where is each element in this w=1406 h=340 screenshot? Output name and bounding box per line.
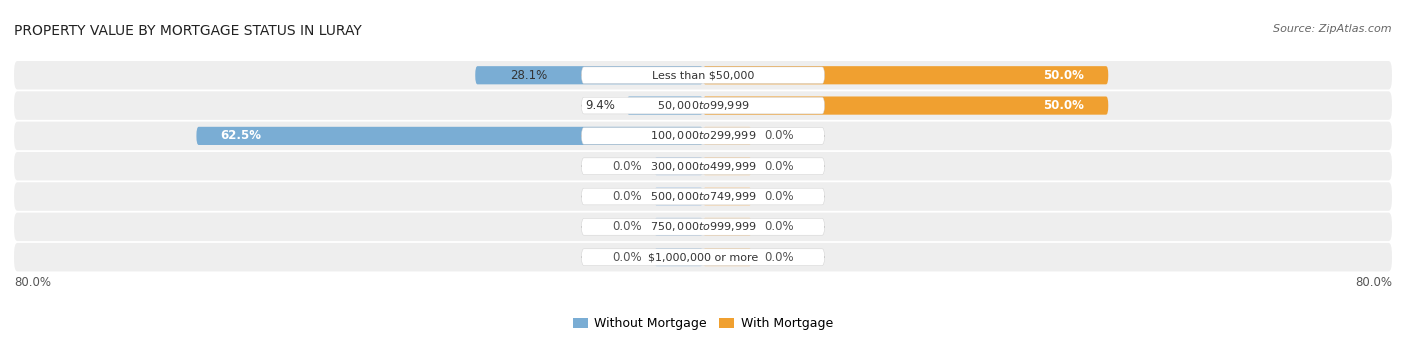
- Text: $500,000 to $749,999: $500,000 to $749,999: [650, 190, 756, 203]
- FancyBboxPatch shape: [627, 97, 703, 115]
- FancyBboxPatch shape: [654, 248, 703, 266]
- FancyBboxPatch shape: [197, 127, 703, 145]
- FancyBboxPatch shape: [654, 218, 703, 236]
- Text: 0.0%: 0.0%: [613, 251, 643, 264]
- FancyBboxPatch shape: [703, 248, 752, 266]
- Text: $100,000 to $299,999: $100,000 to $299,999: [650, 130, 756, 142]
- FancyBboxPatch shape: [14, 182, 1392, 211]
- Text: 80.0%: 80.0%: [14, 275, 51, 289]
- FancyBboxPatch shape: [14, 61, 1392, 89]
- Text: 0.0%: 0.0%: [613, 160, 643, 173]
- Text: 0.0%: 0.0%: [763, 130, 793, 142]
- Text: PROPERTY VALUE BY MORTGAGE STATUS IN LURAY: PROPERTY VALUE BY MORTGAGE STATUS IN LUR…: [14, 24, 361, 38]
- Text: 0.0%: 0.0%: [763, 190, 793, 203]
- FancyBboxPatch shape: [475, 66, 703, 84]
- FancyBboxPatch shape: [582, 67, 824, 84]
- FancyBboxPatch shape: [703, 127, 752, 145]
- Text: 0.0%: 0.0%: [763, 160, 793, 173]
- Text: $1,000,000 or more: $1,000,000 or more: [648, 252, 758, 262]
- FancyBboxPatch shape: [703, 157, 752, 175]
- Text: Source: ZipAtlas.com: Source: ZipAtlas.com: [1274, 24, 1392, 34]
- Text: 9.4%: 9.4%: [585, 99, 614, 112]
- Text: 62.5%: 62.5%: [221, 130, 262, 142]
- Text: 0.0%: 0.0%: [613, 190, 643, 203]
- Text: $300,000 to $499,999: $300,000 to $499,999: [650, 160, 756, 173]
- FancyBboxPatch shape: [582, 219, 824, 235]
- FancyBboxPatch shape: [654, 157, 703, 175]
- FancyBboxPatch shape: [14, 91, 1392, 120]
- FancyBboxPatch shape: [703, 66, 1108, 84]
- Legend: Without Mortgage, With Mortgage: Without Mortgage, With Mortgage: [568, 312, 838, 335]
- FancyBboxPatch shape: [14, 152, 1392, 181]
- Text: 50.0%: 50.0%: [1043, 69, 1084, 82]
- Text: 0.0%: 0.0%: [613, 220, 643, 233]
- Text: 80.0%: 80.0%: [1355, 275, 1392, 289]
- FancyBboxPatch shape: [582, 158, 824, 174]
- FancyBboxPatch shape: [582, 128, 824, 144]
- Text: Less than $50,000: Less than $50,000: [652, 70, 754, 80]
- FancyBboxPatch shape: [703, 218, 752, 236]
- FancyBboxPatch shape: [582, 249, 824, 266]
- FancyBboxPatch shape: [14, 243, 1392, 271]
- Text: $50,000 to $99,999: $50,000 to $99,999: [657, 99, 749, 112]
- Text: 28.1%: 28.1%: [510, 69, 547, 82]
- FancyBboxPatch shape: [582, 188, 824, 205]
- Text: 0.0%: 0.0%: [763, 251, 793, 264]
- FancyBboxPatch shape: [654, 187, 703, 206]
- FancyBboxPatch shape: [14, 212, 1392, 241]
- Text: 50.0%: 50.0%: [1043, 99, 1084, 112]
- FancyBboxPatch shape: [14, 122, 1392, 150]
- Text: 0.0%: 0.0%: [763, 220, 793, 233]
- Text: $750,000 to $999,999: $750,000 to $999,999: [650, 220, 756, 233]
- FancyBboxPatch shape: [703, 97, 1108, 115]
- FancyBboxPatch shape: [582, 97, 824, 114]
- FancyBboxPatch shape: [703, 187, 752, 206]
